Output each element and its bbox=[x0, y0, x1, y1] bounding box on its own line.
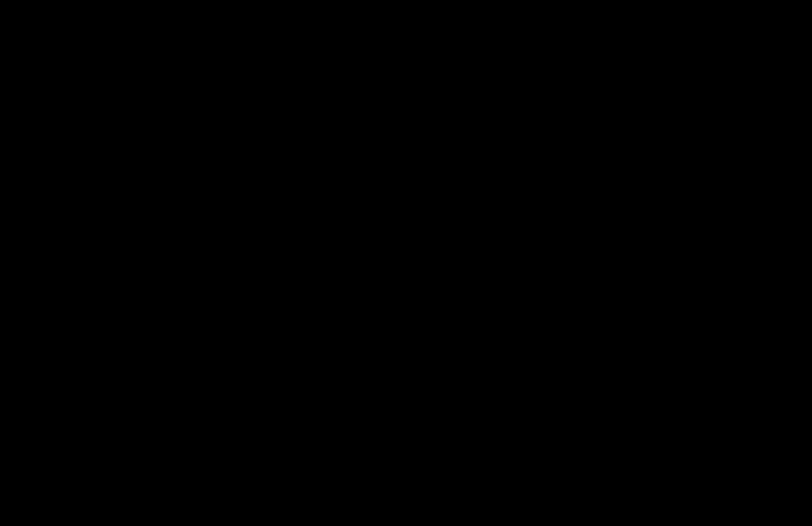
word-cloud bbox=[0, 0, 812, 526]
